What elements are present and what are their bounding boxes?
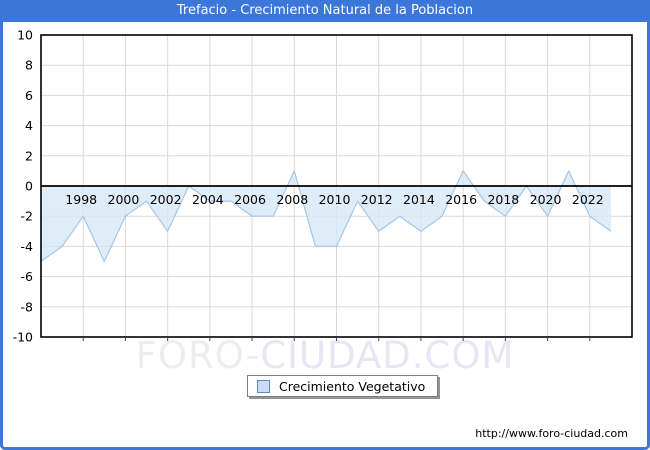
x-tick-label: 2010 (319, 192, 351, 207)
x-tick-label: 2004 (192, 192, 224, 207)
x-tick-label: 2014 (403, 192, 435, 207)
y-tick-label: -6 (21, 269, 34, 284)
footer-url-link[interactable]: http://www.foro-ciudad.com (475, 427, 628, 440)
y-tick-label: -10 (13, 330, 33, 345)
x-tick-label: 2020 (530, 192, 562, 207)
y-tick-label: 8 (25, 58, 33, 73)
y-tick-label: 2 (25, 148, 33, 163)
x-tick-label: 2018 (487, 192, 519, 207)
y-tick-label: 10 (17, 28, 33, 43)
y-tick-label: 4 (25, 118, 33, 133)
chart-title-bar: Trefacio - Crecimiento Natural de la Pob… (0, 0, 650, 22)
x-tick-label: 2022 (572, 192, 604, 207)
y-tick-label: -8 (21, 299, 34, 314)
watermark: FORO-CIUDAD.COM (0, 334, 650, 377)
y-tick-label: 0 (25, 179, 33, 194)
area-series (41, 170, 611, 262)
legend-label: Crecimiento Vegetativo (279, 378, 426, 394)
x-tick-label: 2008 (276, 192, 308, 207)
y-tick-label: 6 (25, 88, 33, 103)
x-tick-label: 2000 (108, 192, 140, 207)
chart-title: Trefacio - Crecimiento Natural de la Pob… (176, 3, 474, 18)
x-tick-label: 1998 (65, 192, 97, 207)
x-tick-label: 2016 (445, 192, 477, 207)
legend[interactable]: Crecimiento Vegetativo (247, 375, 439, 397)
x-tick-label: 2006 (234, 192, 266, 207)
line-series (40, 170, 612, 263)
y-tick-label: -4 (21, 239, 34, 254)
x-tick-label: 2002 (150, 192, 182, 207)
x-tick-label: 2012 (361, 192, 393, 207)
watermark-part2: CIUDAD.COM (260, 334, 515, 377)
y-tick-label: -2 (21, 209, 33, 224)
watermark-part1: FORO- (135, 334, 261, 377)
legend-swatch-icon (257, 379, 270, 393)
